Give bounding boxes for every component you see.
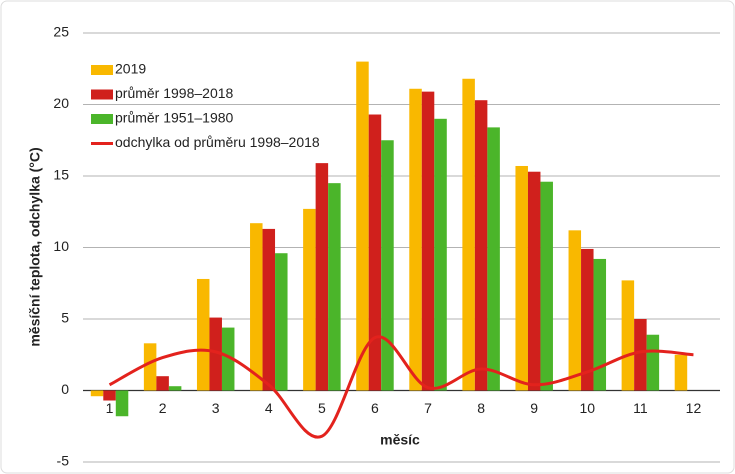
x-tick-label: 9 (530, 400, 538, 416)
bar (368, 114, 382, 391)
bar (634, 319, 647, 391)
x-tick-label: 10 (580, 400, 596, 416)
y-tick-label: 15 (53, 167, 69, 183)
bar (262, 228, 276, 391)
legend-swatch (91, 89, 113, 100)
bar (156, 376, 169, 391)
x-tick-label: 8 (477, 400, 485, 416)
bar (434, 118, 447, 391)
line (108, 335, 694, 439)
x-tick-label: 7 (424, 400, 432, 416)
x-axis-label: měsíc (380, 432, 420, 448)
bar (315, 163, 329, 391)
bar (674, 354, 688, 391)
bar (275, 253, 288, 391)
bar (328, 183, 341, 391)
bar (221, 327, 235, 391)
legend-swatch (91, 114, 113, 124)
legend-label: průměr 1998–2018 (115, 85, 234, 101)
y-tick-label: 25 (53, 24, 69, 40)
bar (168, 386, 182, 391)
bar (409, 88, 422, 391)
bar (462, 78, 475, 391)
bar (250, 223, 263, 391)
x-tick-label: 1 (106, 400, 114, 416)
bar (621, 280, 635, 391)
y-tick-label: 20 (53, 95, 69, 111)
bar (593, 258, 607, 391)
x-tick-label: 5 (318, 400, 326, 416)
y-tick-label: -5 (57, 453, 70, 469)
legend-swatch (91, 65, 113, 75)
x-tick-label: 12 (686, 400, 702, 416)
bar (90, 390, 104, 397)
bar (209, 317, 222, 391)
legend-label: odchylka od průměru 1998–2018 (115, 134, 320, 150)
bar (515, 165, 528, 391)
legend-label: 2019 (115, 61, 146, 77)
bar (303, 208, 316, 391)
bar (196, 278, 210, 391)
y-tick-label: 0 (61, 381, 69, 397)
bar (115, 390, 129, 417)
bar (143, 343, 157, 391)
bar (527, 171, 541, 391)
bar (568, 230, 582, 391)
bar (381, 140, 394, 391)
x-tick-label: 3 (212, 400, 220, 416)
bar (487, 127, 500, 391)
bar (581, 248, 594, 391)
bar (646, 334, 660, 391)
y-tick-label: 5 (61, 310, 69, 326)
x-tick-label: 4 (265, 400, 273, 416)
legend-label: průměr 1951–1980 (115, 110, 234, 126)
x-tick-label: 11 (633, 400, 648, 416)
x-tick-label: 2 (159, 400, 167, 416)
bar (540, 181, 553, 391)
bar (356, 61, 369, 391)
y-axis-label: měsíční teplota, odchylka (°C) (27, 147, 43, 346)
bar (474, 100, 488, 391)
bar (421, 91, 435, 391)
y-tick-label: 10 (53, 238, 69, 254)
x-tick-label: 6 (371, 400, 379, 416)
bar (103, 390, 116, 401)
